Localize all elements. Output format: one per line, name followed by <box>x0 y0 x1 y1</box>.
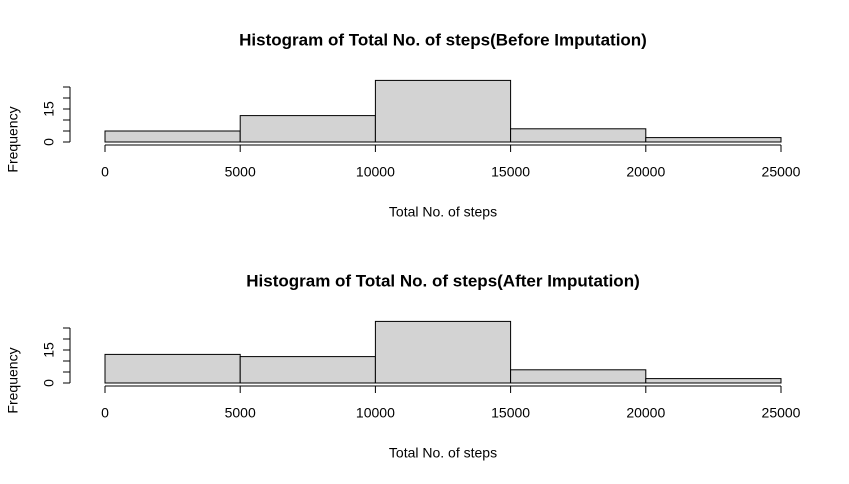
x-tick-label: 20000 <box>626 405 665 421</box>
x-tick-label: 15000 <box>491 164 530 180</box>
x-tick-label: 25000 <box>762 405 801 421</box>
bar <box>510 369 647 384</box>
bar <box>239 356 376 384</box>
bar <box>374 320 512 384</box>
x-tick-label: 10000 <box>356 164 395 180</box>
y-tick-label: 0 <box>41 379 57 387</box>
bar <box>510 128 647 143</box>
chart-title: Histogram of Total No. of steps(Before I… <box>239 30 647 49</box>
y-tick-label: 15 <box>41 342 57 358</box>
x-tick-label: 15000 <box>491 405 530 421</box>
bar <box>104 353 241 384</box>
x-tick-label: 5000 <box>225 164 256 180</box>
x-axis-label: Total No. of steps <box>389 204 497 220</box>
bar <box>104 130 241 143</box>
chart-title: Histogram of Total No. of steps(After Im… <box>246 271 640 290</box>
y-axis-label: Frequency <box>5 106 21 172</box>
y-tick-label: 0 <box>41 138 57 146</box>
x-tick-label: 0 <box>101 164 109 180</box>
y-axis-label: Frequency <box>5 347 21 413</box>
x-tick-label: 0 <box>101 405 109 421</box>
x-axis-label: Total No. of steps <box>389 445 497 461</box>
x-tick-label: 10000 <box>356 405 395 421</box>
x-tick-label: 20000 <box>626 164 665 180</box>
bar <box>374 79 512 143</box>
bar <box>239 115 376 143</box>
y-tick-label: 15 <box>41 101 57 117</box>
x-tick-label: 25000 <box>762 164 801 180</box>
x-tick-label: 5000 <box>225 405 256 421</box>
bar <box>645 137 782 143</box>
bar <box>645 378 782 384</box>
